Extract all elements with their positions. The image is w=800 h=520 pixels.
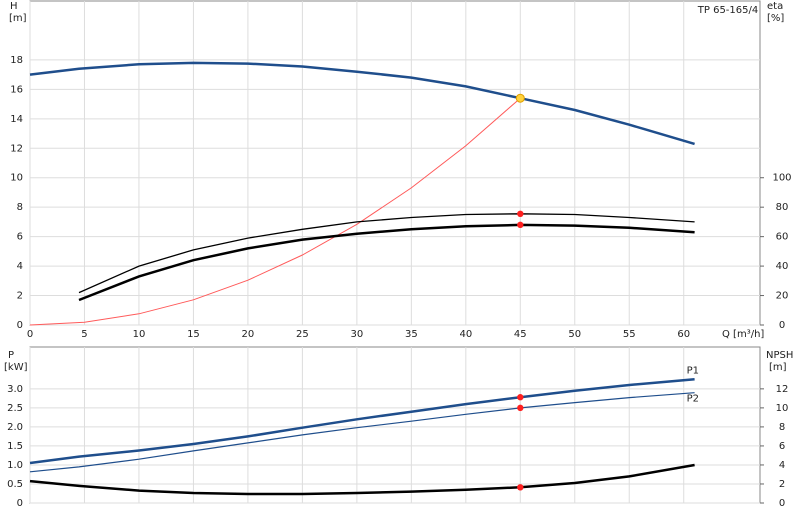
curve [29,378,695,465]
x-tick-label: 20 [242,329,255,340]
y-tick-label: 0 [17,498,23,509]
x-tick-label: 45 [514,329,527,340]
y-tick-label: 2.0 [7,422,23,433]
y2-axis-unit: [m] [769,362,787,373]
y-tick-label: 12 [10,143,23,154]
x-tick-label: 25 [296,329,309,340]
y2-axis-label: NPSH [766,350,793,361]
y2-tick-label: 20 [776,291,789,302]
y-tick-label: 14 [10,114,23,125]
y-tick-label: 2 [17,291,23,302]
y-axis-label: P [8,350,14,361]
plot-frame [29,0,761,326]
y-tick-label: 0 [17,320,23,331]
operating-point [517,210,524,218]
y2-tick-label: 0 [779,498,785,509]
y2-tick-label: 80 [776,202,789,213]
curve-label: P2 [687,394,699,405]
operating-point [517,484,524,491]
y-tick-label: 1.0 [7,460,23,471]
x-tick-label: 50 [568,329,581,340]
x-tick-label: 40 [459,329,472,340]
x-tick-label: 35 [405,329,418,340]
x-tick-label: 55 [623,329,636,340]
curve-label: P1 [687,365,699,376]
plot-frame [29,346,761,504]
y-axis-unit: [kW] [4,362,28,373]
curve [29,97,521,326]
x-axis-label: Q [m³/h] [722,329,764,340]
x-tick-label: 10 [133,329,146,340]
y2-tick-label: 4 [779,460,785,471]
y-axis-label: H [10,1,18,12]
y2-tick-label: 12 [776,384,789,395]
y2-tick-label: 0 [779,320,785,331]
curve [29,463,695,496]
y-tick-label: 10 [10,173,23,184]
x-tick-label: 15 [187,329,200,340]
y2-tick-label: 2 [779,479,785,490]
curve [78,213,695,294]
operating-point [517,394,524,401]
chart-title: TP 65-165/4 [697,5,758,16]
y-tick-label: 16 [10,84,23,95]
y2-axis-label: eta [767,1,783,12]
y2-tick-label: 10 [776,403,789,414]
y-tick-label: 4 [17,261,23,272]
curve [78,223,695,302]
y2-axis-unit: [%] [767,13,784,24]
y2-tick-label: 60 [776,232,789,243]
y2-tick-label: 6 [779,441,785,452]
x-tick-label: 0 [27,329,33,340]
y2-tick-label: 40 [776,261,789,272]
y-tick-label: 6 [17,232,23,243]
x-tick-label: 30 [350,329,363,340]
x-tick-label: 5 [81,329,87,340]
operating-point [517,221,524,229]
y-tick-label: 0.5 [7,479,23,490]
operating-point [515,93,525,103]
y-tick-label: 2.5 [7,403,23,414]
y-tick-label: 1.5 [7,441,23,452]
curve [29,61,695,146]
x-tick-label: 60 [677,329,690,340]
y2-tick-label: 8 [779,422,785,433]
y2-tick-label: 100 [772,173,791,184]
y-tick-label: 18 [10,55,23,66]
y-tick-label: 3.0 [7,384,23,395]
operating-point [517,404,524,412]
y-tick-label: 8 [17,202,23,213]
y-axis-unit: [m] [9,13,27,24]
curve [29,392,695,473]
